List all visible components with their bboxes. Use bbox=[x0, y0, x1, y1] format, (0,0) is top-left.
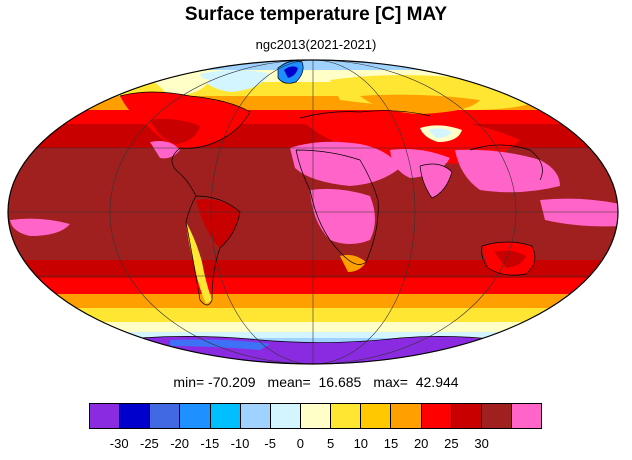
legend-swatch bbox=[391, 404, 422, 428]
legend-swatch bbox=[210, 404, 241, 428]
stat-max: max= 42.944 bbox=[373, 374, 459, 390]
graticule bbox=[8, 60, 618, 364]
legend-tick-label: 30 bbox=[474, 436, 489, 451]
stat-min: min= -70.209 bbox=[173, 374, 256, 390]
legend-tick-label: -25 bbox=[139, 436, 159, 451]
figure-subtitle: ngc2013(2021-2021) bbox=[255, 37, 377, 52]
legend-tick-label: -30 bbox=[109, 436, 129, 451]
legend-tick-label: -10 bbox=[230, 436, 250, 451]
legend-swatch bbox=[90, 404, 121, 428]
legend-swatch bbox=[120, 404, 151, 428]
color-legend-bar bbox=[89, 403, 542, 429]
stat-mean: mean= 16.685 bbox=[267, 374, 362, 390]
legend-tick-label: -20 bbox=[170, 436, 189, 451]
legend-tick-label: 25 bbox=[444, 436, 459, 451]
legend-swatch bbox=[451, 404, 482, 428]
legend-swatch bbox=[421, 404, 452, 428]
legend-swatch bbox=[511, 404, 542, 428]
legend-swatch bbox=[300, 404, 332, 428]
legend-swatch bbox=[270, 404, 301, 428]
legend-swatch bbox=[361, 404, 392, 428]
coastlines bbox=[119, 60, 543, 343]
statistics-line: min= -70.209 mean= 16.685 max= 42.944 bbox=[0, 374, 632, 390]
color-legend-ticks: -30 -25 -20 -15 -10 -5 0 5 10 15 20 25 30 bbox=[89, 436, 542, 452]
legend-swatch bbox=[150, 404, 181, 428]
legend-tick-label: 10 bbox=[353, 436, 369, 451]
legend-tick-label: -5 bbox=[264, 436, 276, 451]
figure-title: Surface temperature [C] MAY bbox=[184, 4, 448, 25]
legend-tick-label: 15 bbox=[383, 436, 399, 451]
legend-swatch bbox=[481, 404, 512, 428]
legend-swatch bbox=[331, 404, 362, 428]
legend-tick-label: -15 bbox=[200, 436, 220, 451]
legend-swatch bbox=[240, 404, 271, 428]
legend-tick-label: 5 bbox=[326, 436, 335, 451]
temperature-field bbox=[8, 60, 618, 364]
legend-swatch bbox=[180, 404, 211, 428]
legend-tick-label: 20 bbox=[413, 436, 429, 451]
legend-tick-label: 0 bbox=[296, 436, 305, 451]
